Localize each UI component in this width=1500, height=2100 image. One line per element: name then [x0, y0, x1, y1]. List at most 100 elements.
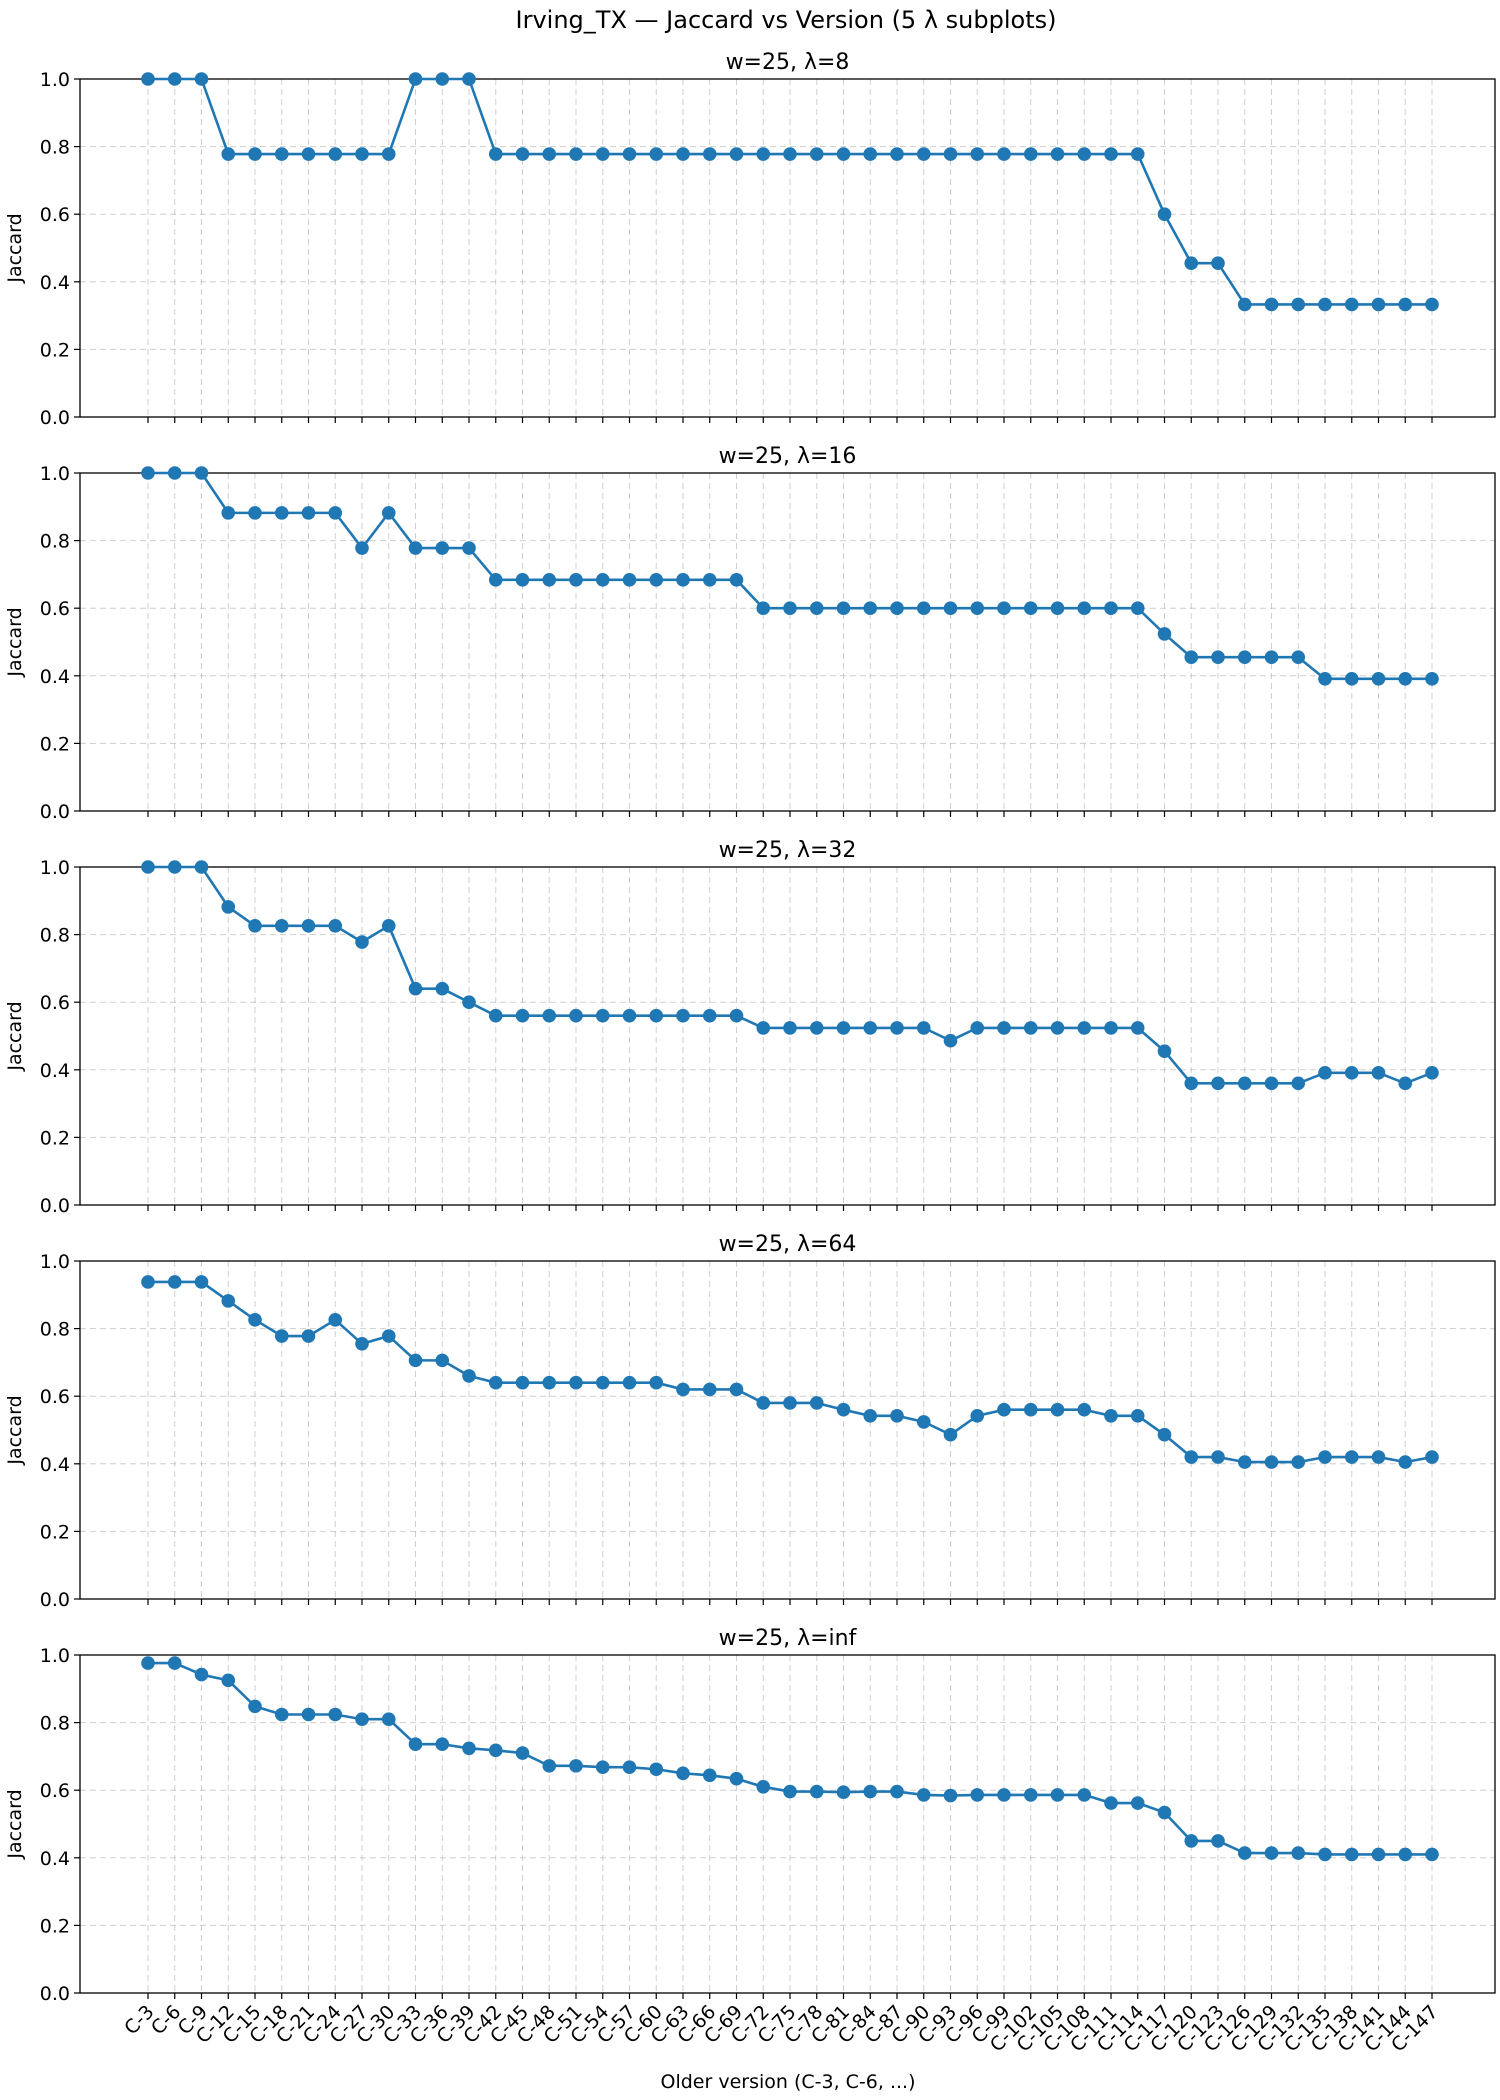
data-point: [301, 1707, 316, 1722]
data-point: [462, 72, 476, 86]
y-tick-label: 0.4: [40, 272, 70, 294]
data-point: [1264, 650, 1279, 665]
data-point: [1211, 256, 1225, 271]
data-point: [1371, 297, 1386, 312]
data-point: [729, 1771, 744, 1786]
data-point: [1371, 672, 1386, 686]
data-point: [943, 147, 958, 161]
y-tick-label: 1.0: [40, 857, 70, 879]
data-point: [1077, 147, 1092, 161]
data-point: [167, 466, 182, 480]
data-point: [274, 919, 289, 933]
data-point: [1077, 601, 1092, 615]
data-point: [916, 601, 931, 615]
data-point: [1050, 1788, 1065, 1802]
data-point: [970, 1409, 985, 1423]
data-point: [676, 1382, 690, 1397]
data-point: [1211, 1076, 1225, 1091]
data-point: [248, 1699, 262, 1714]
data-point: [622, 1375, 637, 1390]
data-point: [1184, 1450, 1199, 1464]
data-point: [622, 1760, 637, 1775]
data-point: [1023, 1402, 1038, 1417]
data-point: [1104, 1796, 1118, 1810]
data-point: [916, 1415, 931, 1429]
data-point: [943, 1033, 958, 1048]
y-tick-label: 0.2: [40, 339, 70, 361]
data-point: [997, 601, 1011, 615]
data-point: [595, 1760, 610, 1775]
data-point: [1398, 672, 1413, 686]
data-point: [167, 860, 182, 874]
data-point: [622, 1008, 637, 1023]
data-point: [649, 1008, 664, 1023]
data-point: [515, 147, 530, 161]
data-point: [1157, 1427, 1172, 1442]
data-point: [1371, 1847, 1386, 1862]
data-point: [809, 147, 824, 161]
subplot-title: w=25, λ=16: [719, 444, 857, 469]
data-point: [1023, 1788, 1038, 1802]
data-point: [141, 466, 155, 480]
data-point: [488, 1375, 503, 1390]
plot-frame: [79, 78, 1496, 418]
data-point: [1157, 207, 1172, 221]
y-tick-label: 0.6: [40, 204, 70, 226]
data-point: [1398, 1847, 1413, 1862]
data-point: [488, 573, 503, 587]
y-axis-label: Jaccard: [4, 1001, 26, 1071]
data-point: [462, 1369, 476, 1383]
data-point: [408, 541, 423, 555]
data-point: [1425, 1847, 1439, 1862]
data-point: [221, 1294, 236, 1308]
data-point: [274, 1329, 289, 1343]
data-point: [809, 1396, 824, 1410]
data-point: [1184, 256, 1199, 271]
data-point: [1237, 1455, 1252, 1469]
data-point: [1318, 1450, 1332, 1464]
data-point: [676, 1008, 690, 1023]
figure-title: Irving_TX — Jaccard vs Version (5 λ subp…: [516, 6, 1057, 34]
data-point: [649, 573, 664, 587]
data-point: [221, 900, 236, 914]
data-point: [328, 1313, 343, 1327]
data-point: [1264, 1455, 1279, 1469]
data-point: [141, 72, 155, 86]
data-point: [1050, 147, 1065, 161]
data-point: [1425, 297, 1439, 312]
data-point: [1291, 1846, 1306, 1860]
data-point: [328, 147, 343, 161]
data-point: [1291, 1076, 1306, 1091]
data-point: [916, 1788, 931, 1802]
data-point: [890, 601, 904, 615]
data-point: [1211, 1450, 1225, 1464]
data-point: [542, 573, 557, 587]
data-point: [462, 541, 476, 555]
data-point: [1023, 1021, 1038, 1035]
data-point: [435, 72, 450, 86]
data-point: [194, 466, 209, 480]
data-point: [595, 573, 610, 587]
data-point: [1318, 672, 1332, 686]
data-point: [729, 1008, 744, 1023]
data-point: [1104, 601, 1118, 615]
data-point: [1291, 1455, 1306, 1469]
data-point: [1264, 1846, 1279, 1860]
data-point: [1344, 1847, 1359, 1862]
data-point: [756, 1780, 771, 1794]
data-point: [702, 1382, 717, 1397]
data-point: [167, 1275, 182, 1289]
y-tick-label: 1.0: [40, 69, 70, 91]
data-point: [248, 919, 262, 933]
data-point: [274, 506, 289, 520]
y-tick-label: 1.0: [40, 463, 70, 485]
data-point: [515, 573, 530, 587]
data-point: [863, 1784, 878, 1799]
y-tick-label: 0.0: [40, 1983, 70, 2005]
data-point: [676, 573, 690, 587]
data-point: [622, 573, 637, 587]
y-tick-label: 0.4: [40, 1060, 70, 1082]
data-point: [1023, 147, 1038, 161]
x-axis-label: Older version (C-3, C-6, ...): [661, 2071, 916, 2093]
x-tick-labels: C-3C-6C-9C-12C-15C-18C-21C-24C-27C-30C-3…: [120, 2001, 1442, 2056]
